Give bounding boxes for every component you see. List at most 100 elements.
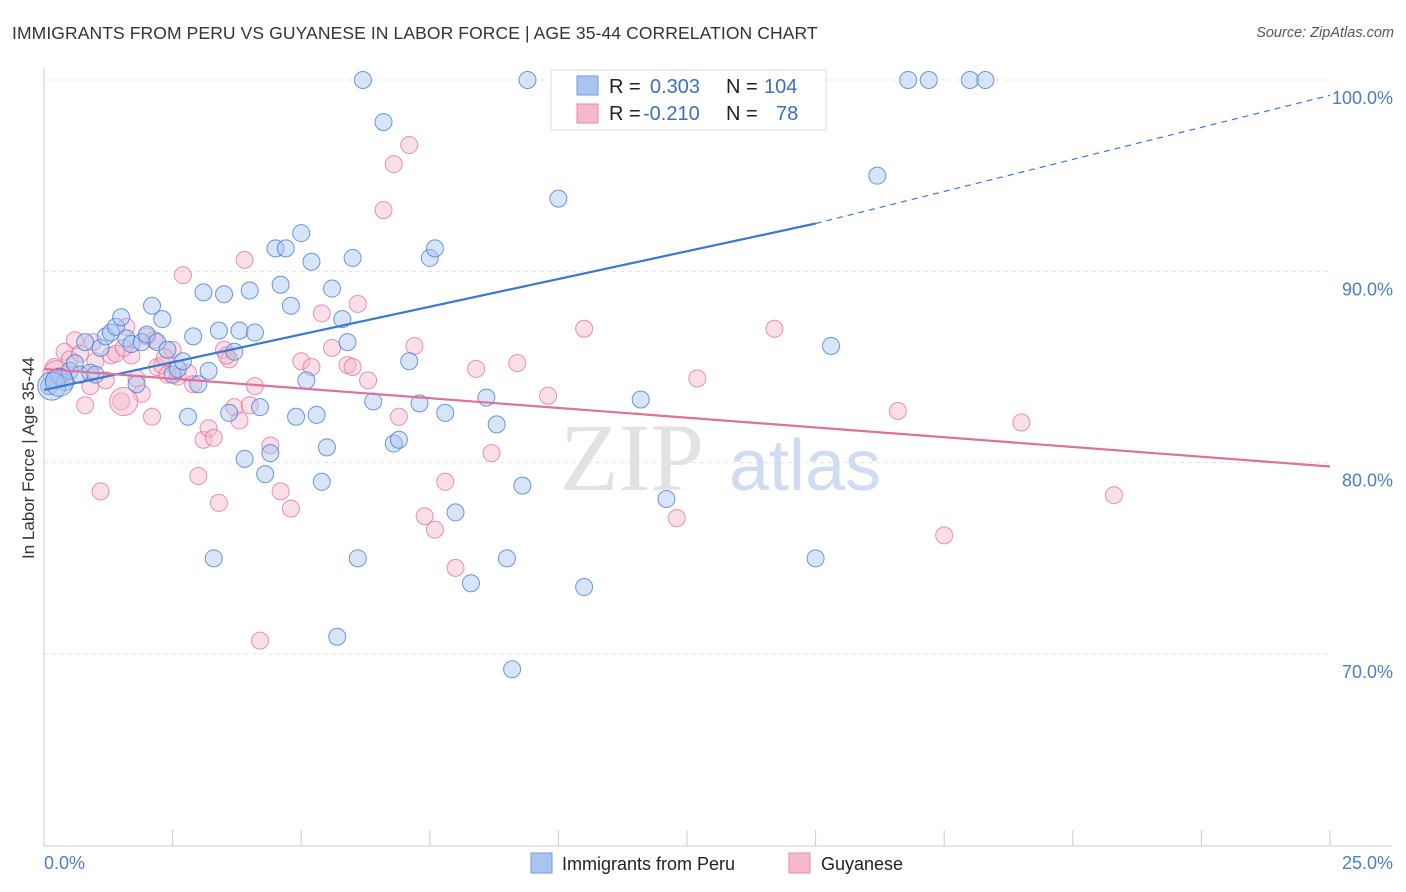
data-point [112,392,131,411]
data-point [173,266,192,285]
data-point [436,403,455,422]
data-point [420,248,439,267]
data-point [297,371,316,390]
y-tick-labels: 70.0% 80.0% 90.0% 100.0% [1332,88,1393,682]
data-point [508,354,527,373]
data-point [374,113,393,132]
legend-r-value-2: -0.210 [643,103,700,125]
trend-line-guyanese [43,367,1331,468]
data-point [415,507,434,526]
data-point [384,155,403,174]
data-point [76,396,95,415]
data-point [292,224,311,243]
data-point [209,493,228,512]
data-point [199,361,218,380]
data-point [71,344,90,363]
data-point [518,71,537,89]
correlation-legend: R = 0.303 N = 104 R = -0.210 N = 78 [550,69,827,131]
bottom-legend-label-peru: Immigrants from Peru [562,854,735,874]
data-point [91,338,110,357]
data-point [225,342,244,361]
trend-line-peru [43,222,816,392]
source-label: Source: ZipAtlas.com [1256,25,1394,41]
data-point [353,71,372,89]
data-point [107,317,126,336]
data-point [271,275,290,294]
guyanese-points [42,136,1123,650]
data-point [204,428,223,447]
data-point [503,660,522,679]
data-point [261,444,280,463]
data-point [323,279,342,298]
data-point [410,394,429,413]
data-point [899,71,918,89]
data-point [389,430,408,449]
legend-n-label-1: N = [726,76,758,98]
data-point [158,340,177,359]
data-point-large [44,367,74,397]
data-point [1104,486,1123,505]
data-point [328,627,347,646]
data-point [251,398,270,417]
data-point [389,407,408,426]
data-point [888,402,907,421]
data-point [323,338,342,357]
data-point [549,189,568,208]
data-point [868,166,887,185]
legend-n-label-2: N = [726,103,758,125]
data-point [348,549,367,568]
data-point [276,239,295,258]
data-point [143,407,162,426]
bottom-legend-swatch-peru [530,852,553,874]
series-legend: Immigrants from Peru Guyanese [530,852,903,874]
legend-r-label-2: R = [609,103,641,125]
data-point [338,333,357,352]
data-point [91,482,110,501]
data-point [400,136,419,155]
data-point-large [109,386,139,416]
data-point [935,526,954,545]
x-tick-label-max: 25.0% [1342,853,1393,873]
data-point [575,319,594,338]
data-point [271,482,290,501]
legend-swatch-peru [576,75,599,96]
data-point [101,323,120,342]
data-point [482,444,501,463]
data-point [312,304,331,323]
data-point [209,321,228,340]
data-point [405,336,424,355]
data-point [194,283,213,302]
data-point [425,520,444,539]
data-point [240,281,259,300]
data-point [163,340,182,359]
data-point [539,386,558,405]
data-point [688,369,707,388]
data-point [137,325,156,344]
data-point [235,449,254,468]
data-point [425,239,444,258]
axes [43,68,1392,847]
data-point [117,329,136,348]
data-point [256,465,275,484]
data-point [487,415,506,434]
data-point [312,472,331,491]
data-point [302,252,321,271]
trend-lines [43,94,1331,468]
data-point [806,549,825,568]
data-point [359,371,378,390]
data-point [467,359,486,378]
data-point [153,310,172,329]
data-point [667,509,686,528]
watermark-atlas: atlas [729,426,881,506]
data-point [575,578,594,597]
data-point [199,419,218,438]
data-point [287,407,306,426]
data-point [631,390,650,409]
data-point [374,201,393,220]
data-point [1012,413,1031,432]
data-point [245,323,264,342]
data-point [302,358,321,376]
data-point [919,71,938,89]
data-point [235,250,254,269]
legend-swatch-guyanese [576,103,599,124]
